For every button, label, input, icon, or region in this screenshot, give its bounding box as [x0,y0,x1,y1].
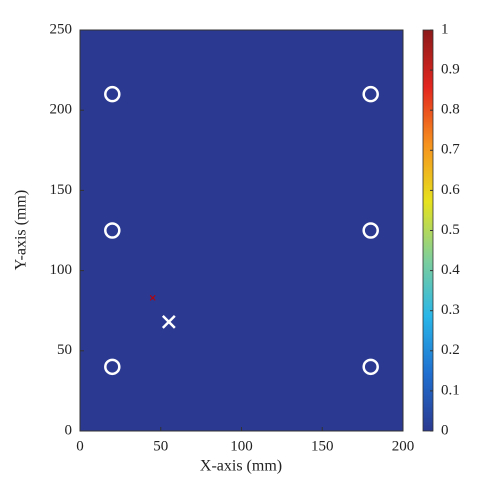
sensor-marker [362,85,379,103]
y-tick-label: 150 [50,182,73,198]
cross-marker [161,315,176,329]
sensor-marker [104,358,121,376]
sensor-marker [104,85,121,103]
colorbar-tick-label: 0.5 [441,222,460,238]
x-tick-label: 50 [153,438,168,454]
x-tick-label: 150 [311,438,334,454]
colorbar-tick-label: 0.7 [441,142,460,158]
y-tick-label: 200 [50,102,73,118]
colorbar-tick-label: 1 [441,21,449,37]
y-tick-label: 250 [50,21,73,37]
colorbar-tick-label: 0.1 [441,382,460,398]
y-tick-label: 0 [65,422,73,438]
colorbar-tick-label: 0 [441,422,449,438]
y-axis-title: Y-axis (mm) [13,190,30,270]
colorbar-tick-label: 0.9 [441,62,460,78]
estimate-marker [149,295,156,301]
heat-field [80,30,403,431]
colorbar-tick-label: 0.6 [441,182,460,198]
sensor-marker [362,358,379,376]
x-tick-label: 100 [230,438,253,454]
sensor-marker [104,222,121,239]
colorbar-tick-label: 0.3 [441,302,460,318]
colorbar-tick-label: 0.4 [441,262,460,278]
y-tick-label: 100 [50,262,73,278]
sensor-marker [362,222,379,239]
colorbar-tick-label: 0.2 [441,342,460,358]
x-tick-label: 0 [76,438,84,454]
x-tick-label: 200 [392,438,415,454]
y-tick-label: 50 [57,342,72,358]
x-axis-title: X-axis (mm) [200,458,282,475]
colorbar-tick-label: 0.8 [441,102,460,118]
